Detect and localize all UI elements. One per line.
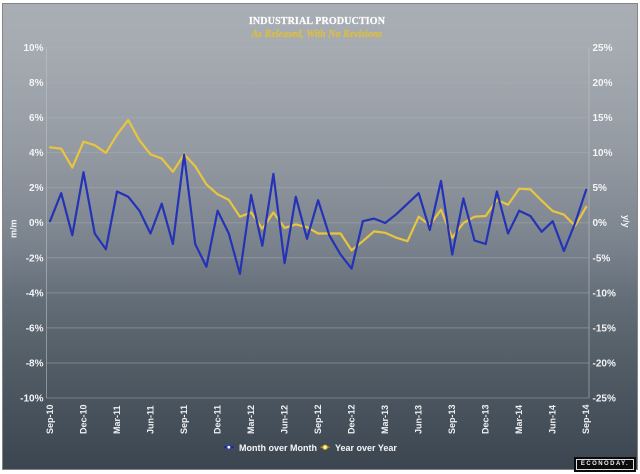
svg-text:Mar-13: Mar-13 (380, 405, 390, 434)
svg-text:-2%: -2% (26, 253, 44, 264)
svg-text:Mar-11: Mar-11 (112, 405, 122, 434)
svg-text:15%: 15% (593, 113, 613, 124)
svg-text:-10%: -10% (20, 394, 43, 405)
svg-text:-4%: -4% (26, 288, 44, 299)
svg-text:Dec-12: Dec-12 (347, 404, 357, 434)
svg-text:Year over Year: Year over Year (335, 443, 397, 453)
svg-text:Mar-12: Mar-12 (246, 405, 256, 434)
svg-text:-10%: -10% (593, 288, 616, 299)
svg-text:Sep-14: Sep-14 (581, 404, 591, 434)
svg-text:Jun-11: Jun-11 (146, 405, 156, 434)
svg-text:8%: 8% (29, 78, 44, 89)
svg-text:Dec-11: Dec-11 (213, 405, 223, 434)
svg-text:Dec-13: Dec-13 (481, 404, 491, 434)
svg-text:m/m: m/m (9, 219, 19, 238)
svg-text:20%: 20% (593, 78, 613, 89)
svg-text:Jun-13: Jun-13 (414, 405, 424, 434)
svg-text:-5%: -5% (593, 253, 611, 264)
svg-text:5%: 5% (593, 183, 608, 194)
svg-text:-20%: -20% (593, 358, 616, 369)
svg-text:Dec-10: Dec-10 (79, 404, 89, 434)
svg-text:Mar-14: Mar-14 (514, 405, 524, 434)
svg-text:10%: 10% (593, 148, 613, 159)
svg-text:-8%: -8% (26, 358, 44, 369)
svg-text:0%: 0% (593, 218, 608, 229)
svg-text:Sep-12: Sep-12 (313, 404, 323, 434)
svg-text:Jun-14: Jun-14 (548, 405, 558, 434)
svg-text:y/y: y/y (621, 215, 631, 228)
svg-text:6%: 6% (29, 113, 44, 124)
svg-text:Sep-11: Sep-11 (179, 405, 189, 434)
svg-text:Jun-12: Jun-12 (280, 405, 290, 434)
svg-text:10%: 10% (23, 43, 43, 54)
svg-text:-15%: -15% (593, 323, 616, 334)
svg-text:-6%: -6% (26, 323, 44, 334)
svg-text:0%: 0% (29, 218, 44, 229)
svg-text:-25%: -25% (593, 394, 616, 405)
svg-text:Sep-13: Sep-13 (447, 404, 457, 434)
svg-text:Month over Month: Month over Month (239, 443, 317, 453)
svg-text:Sep-10: Sep-10 (45, 404, 55, 434)
svg-text:25%: 25% (593, 43, 613, 54)
svg-text:4%: 4% (29, 148, 44, 159)
svg-text:2%: 2% (29, 183, 44, 194)
